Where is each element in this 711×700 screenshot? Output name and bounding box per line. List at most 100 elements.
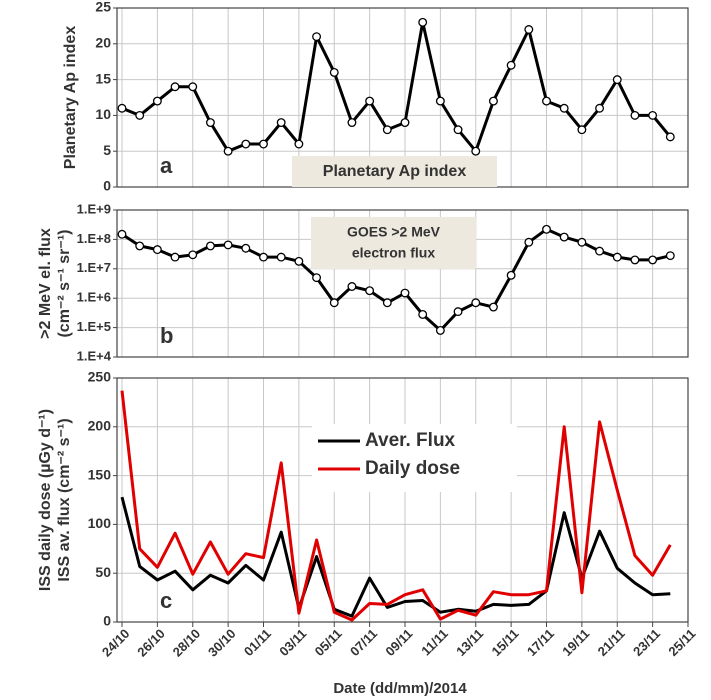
y-tick-label: 20 xyxy=(95,35,111,51)
data-point xyxy=(152,245,162,255)
annotation-box xyxy=(311,217,476,269)
data-point xyxy=(488,302,498,312)
x-tick-label: 13/11 xyxy=(453,626,486,659)
y-tick-label: 5 xyxy=(103,142,111,158)
x-tick-label: 26/10 xyxy=(134,626,168,660)
data-point xyxy=(612,252,622,262)
y-tick-label: 1.E+7 xyxy=(77,260,111,275)
y-tick-label: 0 xyxy=(103,613,111,629)
x-tick-label: 21/11 xyxy=(595,626,628,659)
data-point xyxy=(418,17,428,27)
data-point xyxy=(188,250,198,260)
data-point xyxy=(135,110,145,120)
data-point xyxy=(630,110,640,120)
data-point xyxy=(117,229,127,239)
x-tick-label: 15/11 xyxy=(489,626,522,659)
data-point xyxy=(506,270,516,280)
data-point xyxy=(329,67,339,77)
data-point xyxy=(453,307,463,317)
data-point xyxy=(488,96,498,106)
data-point xyxy=(312,273,322,283)
y-axis-label: (cm⁻² s⁻¹ sr⁻¹) xyxy=(56,229,73,337)
data-point xyxy=(595,246,605,256)
panel-label: a xyxy=(160,153,173,178)
y-tick-label: 10 xyxy=(95,106,111,122)
data-point xyxy=(524,237,534,247)
y-tick-label: 1.E+8 xyxy=(77,231,111,246)
data-point xyxy=(276,118,286,128)
x-tick-label: 23/11 xyxy=(630,626,663,659)
annotation-text: electron flux xyxy=(352,245,435,261)
y-tick-label: 250 xyxy=(88,369,112,385)
x-tick-label: 05/11 xyxy=(312,626,345,659)
x-axis-label: Date (dd/mm)/2014 xyxy=(333,680,467,697)
data-point xyxy=(453,125,463,135)
data-point xyxy=(506,60,516,70)
y-axis-label: Planetary Ap index xyxy=(62,26,79,170)
data-point xyxy=(559,103,569,113)
legend-box xyxy=(312,424,517,492)
data-line xyxy=(121,20,672,153)
data-point xyxy=(630,255,640,265)
data-point xyxy=(648,255,658,265)
x-tick-label: 28/10 xyxy=(170,626,204,660)
annotation-text: GOES >2 MeV xyxy=(347,224,441,240)
data-point xyxy=(259,252,268,262)
data-point xyxy=(241,243,251,253)
data-point xyxy=(223,146,233,156)
y-tick-label: 50 xyxy=(95,564,111,580)
y-axis-label: ISS av. flux (cm⁻² s⁻¹) xyxy=(56,418,73,581)
data-point xyxy=(294,139,304,149)
data-point xyxy=(259,139,268,149)
x-tick-label: 24/10 xyxy=(99,626,133,660)
annotation-text: Planetary Ap index xyxy=(323,163,467,180)
data-point xyxy=(241,139,251,149)
data-point xyxy=(152,96,162,106)
data-point xyxy=(471,146,481,156)
data-point xyxy=(665,251,675,261)
y-tick-label: 1.E+4 xyxy=(77,348,112,363)
y-tick-label: 0 xyxy=(103,178,111,194)
data-point xyxy=(329,298,339,308)
data-point xyxy=(435,325,445,335)
y-tick-label: 100 xyxy=(88,515,112,531)
data-point xyxy=(347,118,357,128)
x-tick-label: 09/11 xyxy=(382,626,415,659)
data-point xyxy=(135,241,145,251)
data-point xyxy=(205,241,215,251)
data-point xyxy=(471,298,481,308)
y-axis-label: >2 MeV el. flux xyxy=(37,228,54,339)
data-point xyxy=(365,96,375,106)
data-point xyxy=(188,82,198,92)
data-point xyxy=(276,252,286,262)
y-tick-label: 1.E+9 xyxy=(77,201,111,216)
data-point xyxy=(400,288,410,298)
legend-label: Aver. Flux xyxy=(365,430,456,451)
x-tick-label: 19/11 xyxy=(559,626,592,659)
data-point xyxy=(294,256,304,266)
x-tick-label: 30/10 xyxy=(205,626,239,660)
data-point xyxy=(170,252,180,262)
annotation-box xyxy=(292,156,497,187)
y-tick-label: 150 xyxy=(88,466,112,482)
y-tick-label: 200 xyxy=(88,418,112,434)
data-point xyxy=(347,282,357,291)
y-tick-label: 15 xyxy=(95,70,111,86)
y-axis-label: ISS daily dose (µGy d⁻¹) xyxy=(37,409,54,591)
x-tick-label: 17/11 xyxy=(524,626,557,659)
panel-label: b xyxy=(160,323,173,348)
data-point xyxy=(648,110,658,120)
data-point xyxy=(223,240,233,250)
data-point xyxy=(365,286,375,296)
y-tick-label: 1.E+6 xyxy=(77,290,111,305)
data-point xyxy=(170,82,180,92)
plot-frame xyxy=(116,377,689,623)
x-tick-label: 01/11 xyxy=(241,626,274,659)
data-point xyxy=(524,25,534,34)
data-point xyxy=(595,103,605,113)
plot-frame xyxy=(116,209,689,358)
data-point xyxy=(382,298,392,308)
data-point xyxy=(205,118,215,128)
data-point xyxy=(559,232,569,242)
